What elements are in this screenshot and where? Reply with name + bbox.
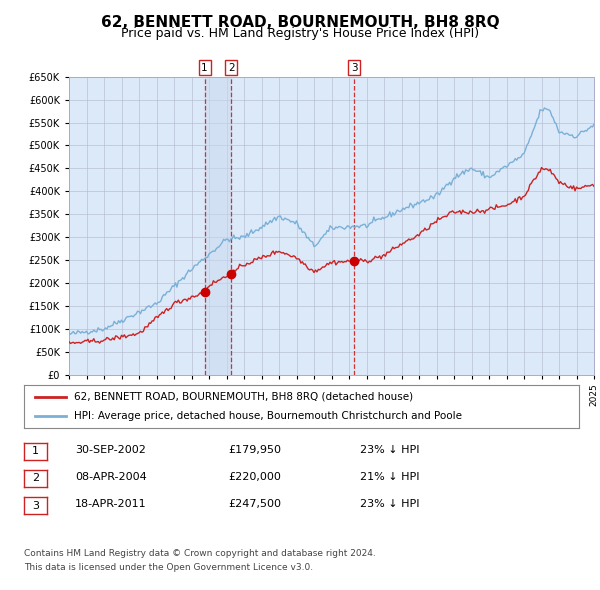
Text: Contains HM Land Registry data © Crown copyright and database right 2024.: Contains HM Land Registry data © Crown c… bbox=[24, 549, 376, 558]
Text: 18-APR-2011: 18-APR-2011 bbox=[75, 499, 146, 509]
Text: £220,000: £220,000 bbox=[228, 472, 281, 481]
Text: This data is licensed under the Open Government Licence v3.0.: This data is licensed under the Open Gov… bbox=[24, 563, 313, 572]
Text: 62, BENNETT ROAD, BOURNEMOUTH, BH8 8RQ (detached house): 62, BENNETT ROAD, BOURNEMOUTH, BH8 8RQ (… bbox=[74, 392, 413, 402]
Text: 2: 2 bbox=[228, 63, 235, 73]
Text: 1: 1 bbox=[32, 447, 39, 456]
Text: 2: 2 bbox=[32, 474, 39, 483]
Text: £179,950: £179,950 bbox=[228, 445, 281, 454]
Text: 23% ↓ HPI: 23% ↓ HPI bbox=[360, 445, 419, 454]
Text: 08-APR-2004: 08-APR-2004 bbox=[75, 472, 147, 481]
Text: £247,500: £247,500 bbox=[228, 499, 281, 509]
Text: 21% ↓ HPI: 21% ↓ HPI bbox=[360, 472, 419, 481]
Text: 30-SEP-2002: 30-SEP-2002 bbox=[75, 445, 146, 454]
Bar bbox=[205, 77, 231, 375]
Text: 3: 3 bbox=[351, 63, 358, 73]
Text: 62, BENNETT ROAD, BOURNEMOUTH, BH8 8RQ: 62, BENNETT ROAD, BOURNEMOUTH, BH8 8RQ bbox=[101, 15, 499, 30]
Text: Price paid vs. HM Land Registry's House Price Index (HPI): Price paid vs. HM Land Registry's House … bbox=[121, 27, 479, 40]
Text: 23% ↓ HPI: 23% ↓ HPI bbox=[360, 499, 419, 509]
Text: 1: 1 bbox=[202, 63, 208, 73]
Text: HPI: Average price, detached house, Bournemouth Christchurch and Poole: HPI: Average price, detached house, Bour… bbox=[74, 411, 462, 421]
Text: 3: 3 bbox=[32, 501, 39, 510]
